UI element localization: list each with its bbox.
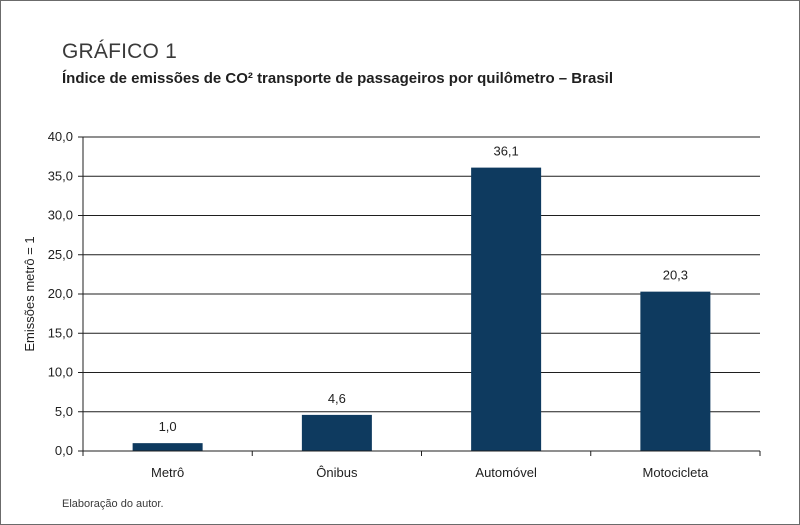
data-label: 4,6 [328, 391, 346, 406]
data-label: 1,0 [159, 419, 177, 434]
data-label: 20,3 [663, 268, 688, 283]
data-label: 36,1 [493, 144, 518, 159]
y-tick-label: 35,0 [48, 168, 73, 183]
y-tick-label: 15,0 [48, 325, 73, 340]
figure-kicker: GRÁFICO 1 [62, 40, 177, 63]
y-tick-label: 5,0 [55, 404, 73, 419]
data-labels: 1,0 4,6 36,1 20,3 [159, 144, 688, 435]
category-label: Metrô [151, 465, 184, 480]
y-tick-label: 30,0 [48, 208, 73, 223]
y-tick-label: 20,0 [48, 286, 73, 301]
bars [132, 167, 711, 452]
y-tick-labels: 0,0 5,0 10,0 15,0 20,0 25,0 30,0 35,0 40,0 [48, 129, 73, 458]
axes [82, 137, 761, 456]
category-label: Motocicleta [643, 465, 710, 480]
y-tick-label: 0,0 [55, 443, 73, 458]
chart-title: Índice de emissões de CO² transporte de … [62, 70, 613, 87]
category-label: Ônibus [316, 465, 358, 480]
bar-1 [132, 443, 203, 451]
y-axis-label: Emissões metrô = 1 [22, 236, 37, 351]
category-label: Automóvel [475, 465, 537, 480]
category-labels: Metrô Ônibus Automóvel Motocicleta [151, 465, 709, 480]
y-tick-label: 25,0 [48, 247, 73, 262]
y-tick-label: 10,0 [48, 365, 73, 380]
bar-3 [471, 167, 542, 452]
source-note: Elaboração do autor. [62, 498, 164, 510]
bar-2 [301, 414, 372, 451]
bar-4 [640, 291, 711, 451]
y-tick-label: 40,0 [48, 129, 73, 144]
